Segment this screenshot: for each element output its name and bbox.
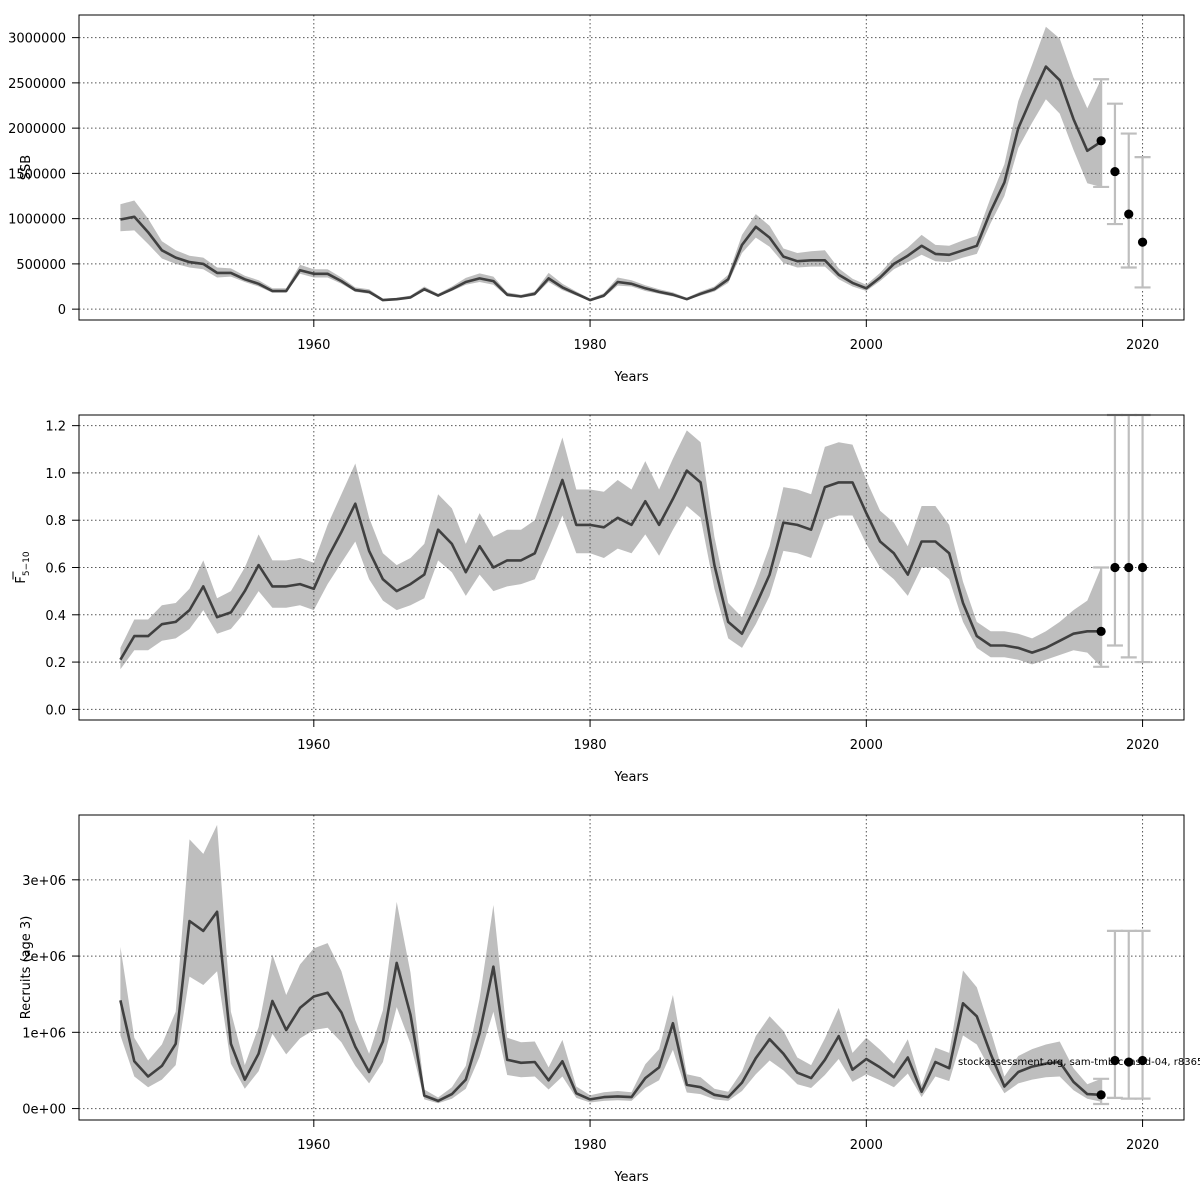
forecast-point xyxy=(1124,209,1134,219)
forecast-point xyxy=(1096,626,1106,636)
x-tick-label: 1960 xyxy=(297,738,330,753)
x-tick-label: 2020 xyxy=(1126,338,1159,353)
x-tick-label: 2000 xyxy=(850,1138,883,1153)
y-tick-label: 2000000 xyxy=(8,122,66,137)
x-tick-label: 2020 xyxy=(1126,738,1159,753)
chart-panel-2: 1960 1980 2000 2020 Years 0.0 0.2 0.4 0.6 0.8 1.0 1… xyxy=(12,413,1185,785)
y-tick-label: 0.8 xyxy=(45,514,66,529)
chart-panel-3: 1960 1980 2000 2020 Years 0e+00 1e+06 2e+06 3e+0… xyxy=(19,814,1200,1185)
forecast-point xyxy=(1096,1090,1106,1100)
forecast-point xyxy=(1124,562,1134,573)
x-tick-label: 2000 xyxy=(850,738,883,753)
y-tick-label: 0e+00 xyxy=(22,1103,66,1118)
x-tick-label: 2000 xyxy=(850,338,883,353)
y-tick-label: 1.0 xyxy=(45,467,66,482)
forecast-point xyxy=(1110,166,1120,177)
x-axis-label: Years xyxy=(613,1170,649,1185)
y-tick-label: 0.0 xyxy=(45,703,66,718)
y-tick-label: 0.2 xyxy=(45,656,66,671)
forecast-point xyxy=(1110,1055,1120,1066)
y-tick-label: 2500000 xyxy=(8,77,66,92)
y-tick-label: 1000000 xyxy=(8,213,66,228)
forecast-point xyxy=(1124,1057,1134,1067)
plot-box xyxy=(78,14,1185,321)
x-tick-label: 1960 xyxy=(297,338,330,353)
forecast-point xyxy=(1096,136,1106,146)
estimate-line xyxy=(120,65,1102,302)
x-axis-label: Years xyxy=(613,370,649,385)
y-tick-label: 0.6 xyxy=(45,562,66,577)
confidence-band xyxy=(120,26,1102,302)
forecast-point xyxy=(1137,1055,1148,1066)
y-tick-label: 1e+06 xyxy=(22,1026,66,1041)
x-tick-label: 1980 xyxy=(574,338,607,353)
chart-annotation: stockassessment.org, sam-tmb-coastd-04, … xyxy=(958,1057,1200,1068)
forecast-point xyxy=(1137,237,1148,247)
confidence-band xyxy=(120,430,1102,670)
chart-panel-1: 1960 1980 2000 2020 Years 0 500000 1000000 15000… xyxy=(8,14,1185,385)
forecast-point xyxy=(1137,562,1148,573)
y-tick-label: 500000 xyxy=(16,258,66,273)
y-tick-label: 1.2 xyxy=(45,420,66,435)
y-tick-label: 0 xyxy=(58,303,66,318)
estimate-line xyxy=(119,469,1102,661)
y-tick-label: 2e+06 xyxy=(22,950,66,965)
x-tick-label: 2020 xyxy=(1126,1138,1159,1153)
y-axis-label: F5−10 xyxy=(14,551,32,583)
plot-box xyxy=(78,814,1185,1121)
y-tick-label: 3000000 xyxy=(8,32,66,47)
y-axis-label-subscript: 5−10 xyxy=(22,551,32,576)
estimate-line xyxy=(119,910,1102,1103)
y-tick-label: 3e+06 xyxy=(22,874,66,889)
x-tick-label: 1980 xyxy=(574,738,607,753)
forecast-point xyxy=(1110,562,1120,573)
x-tick-label: 1960 xyxy=(297,1138,330,1153)
y-tick-label: 1500000 xyxy=(8,167,66,182)
y-axis-label: Recruits (age 3) xyxy=(19,916,34,1020)
x-tick-label: 1980 xyxy=(574,1138,607,1153)
x-axis-label: Years xyxy=(613,770,649,785)
confidence-band xyxy=(120,824,1102,1104)
y-tick-label: 0.4 xyxy=(45,609,66,624)
y-axis-label: SSB xyxy=(19,155,34,180)
